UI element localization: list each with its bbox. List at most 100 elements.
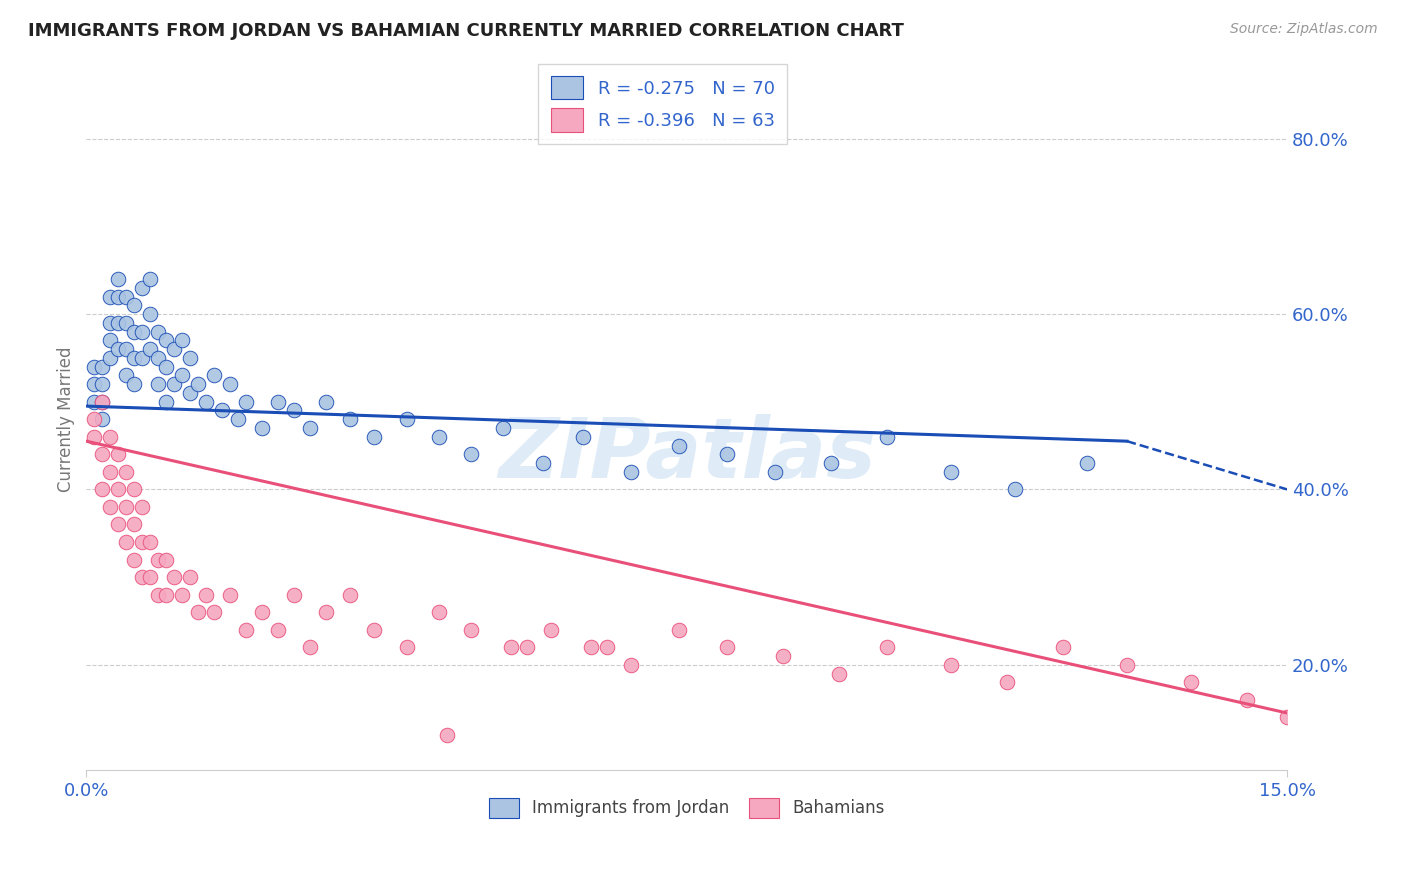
Point <box>98 289 121 303</box>
Point <box>131 535 153 549</box>
Point <box>219 588 242 602</box>
Point <box>571 430 593 444</box>
Point <box>172 334 194 348</box>
Point <box>211 403 233 417</box>
Point <box>107 342 129 356</box>
Point <box>91 394 114 409</box>
Point <box>172 588 194 602</box>
Point <box>98 334 121 348</box>
Text: Source: ZipAtlas.com: Source: ZipAtlas.com <box>1230 22 1378 37</box>
Point <box>115 342 138 356</box>
Point <box>1076 456 1098 470</box>
Point <box>1275 710 1298 724</box>
Point <box>179 386 201 401</box>
Point <box>131 325 153 339</box>
Point <box>283 403 305 417</box>
Point <box>516 640 538 655</box>
Point <box>1116 657 1139 672</box>
Point <box>98 465 121 479</box>
Point <box>179 570 201 584</box>
Point <box>139 535 162 549</box>
Point <box>1052 640 1074 655</box>
Point <box>148 325 170 339</box>
Point <box>187 377 209 392</box>
Point <box>235 394 257 409</box>
Point <box>252 605 274 619</box>
Point <box>139 307 162 321</box>
Point <box>163 342 186 356</box>
Point <box>620 465 643 479</box>
Point <box>155 334 177 348</box>
Point <box>115 368 138 383</box>
Point <box>124 552 146 566</box>
Point <box>115 289 138 303</box>
Point <box>148 588 170 602</box>
Point <box>202 605 225 619</box>
Point <box>668 439 690 453</box>
Point <box>91 412 114 426</box>
Point <box>124 298 146 312</box>
Point <box>83 377 105 392</box>
Point <box>363 623 385 637</box>
Point <box>91 483 114 497</box>
Point <box>124 483 146 497</box>
Point <box>131 281 153 295</box>
Point <box>491 421 513 435</box>
Point <box>579 640 602 655</box>
Point <box>83 394 105 409</box>
Point <box>98 430 121 444</box>
Point <box>98 351 121 365</box>
Point <box>1004 483 1026 497</box>
Point <box>763 465 786 479</box>
Point <box>283 588 305 602</box>
Point <box>91 394 114 409</box>
Point <box>252 421 274 435</box>
Point <box>995 675 1018 690</box>
Point <box>195 588 218 602</box>
Point <box>139 342 162 356</box>
Point <box>395 412 418 426</box>
Point <box>235 623 257 637</box>
Point <box>155 359 177 374</box>
Point <box>148 377 170 392</box>
Point <box>716 640 738 655</box>
Point <box>155 552 177 566</box>
Point <box>339 412 361 426</box>
Point <box>172 368 194 383</box>
Text: IMMIGRANTS FROM JORDAN VS BAHAMIAN CURRENTLY MARRIED CORRELATION CHART: IMMIGRANTS FROM JORDAN VS BAHAMIAN CURRE… <box>28 22 904 40</box>
Point <box>187 605 209 619</box>
Point <box>148 552 170 566</box>
Point <box>339 588 361 602</box>
Point <box>131 351 153 365</box>
Point <box>163 377 186 392</box>
Point <box>107 483 129 497</box>
Point <box>202 368 225 383</box>
Point <box>115 535 138 549</box>
Point <box>595 640 617 655</box>
Point <box>91 377 114 392</box>
Y-axis label: Currently Married: Currently Married <box>58 346 75 492</box>
Point <box>436 728 458 742</box>
Point <box>620 657 643 672</box>
Point <box>315 605 337 619</box>
Point <box>107 447 129 461</box>
Point <box>219 377 242 392</box>
Point <box>363 430 385 444</box>
Point <box>131 500 153 514</box>
Point <box>716 447 738 461</box>
Point <box>939 657 962 672</box>
Point <box>195 394 218 409</box>
Point <box>115 500 138 514</box>
Point <box>1180 675 1202 690</box>
Point <box>148 351 170 365</box>
Point <box>124 517 146 532</box>
Point <box>155 394 177 409</box>
Point <box>83 412 105 426</box>
Point <box>315 394 337 409</box>
Point <box>820 456 842 470</box>
Point <box>163 570 186 584</box>
Legend: Immigrants from Jordan, Bahamians: Immigrants from Jordan, Bahamians <box>482 791 891 825</box>
Point <box>124 377 146 392</box>
Point <box>499 640 522 655</box>
Point <box>98 316 121 330</box>
